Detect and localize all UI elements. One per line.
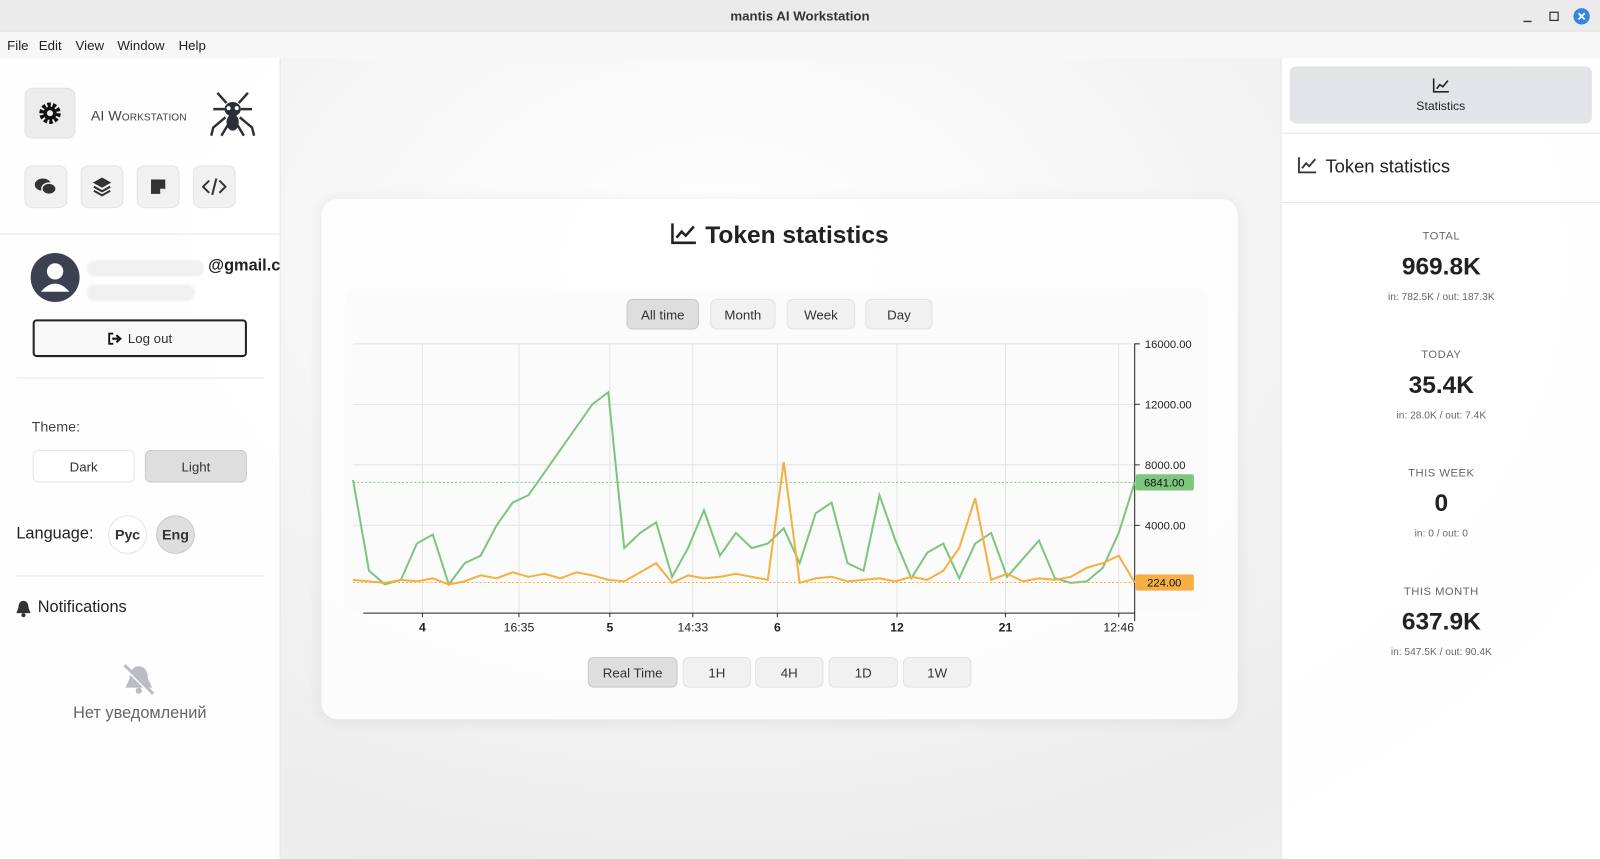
stat-detail: in: 782.5K / out: 187.3K bbox=[1387, 291, 1495, 303]
card-title-wrap: Token statistics bbox=[321, 221, 1237, 250]
range-button[interactable]: Week bbox=[786, 298, 856, 330]
menu-item[interactable]: Window bbox=[117, 37, 165, 54]
last-value-label: 6841.00 bbox=[1144, 477, 1185, 489]
menu-item[interactable]: Help bbox=[178, 37, 206, 54]
menu-bar: File Edit View Window Help bbox=[0, 31, 1600, 59]
stat-value: 35.4K bbox=[1408, 371, 1474, 399]
blurred-name bbox=[86, 260, 205, 277]
range-button[interactable]: Month bbox=[710, 298, 776, 330]
settings-button[interactable] bbox=[24, 87, 76, 139]
stat-value: 0 bbox=[1434, 489, 1449, 518]
interval-button[interactable]: Real Time bbox=[587, 657, 678, 688]
stat-detail: in: 28.0K / out: 7.4K bbox=[1396, 410, 1487, 422]
x-tick-label: 6 bbox=[774, 621, 781, 635]
code-button[interactable] bbox=[192, 165, 236, 209]
bell-off-icon bbox=[123, 664, 155, 696]
token-chart: 16000.00 12000.00 8000.00 4000.00 4 16:35 5 14:… bbox=[352, 339, 1194, 635]
x-tick-label: 12:46 bbox=[1103, 621, 1134, 635]
avatar bbox=[30, 253, 80, 302]
logout-button[interactable]: Log out bbox=[32, 319, 247, 358]
last-value-tag bbox=[1135, 474, 1194, 491]
notifications-empty: Нет уведомлений bbox=[73, 704, 207, 723]
stat-label: THIS MONTH bbox=[1403, 585, 1479, 598]
theme-label: Theme: bbox=[31, 418, 81, 435]
bell-icon bbox=[16, 600, 31, 618]
chat-button[interactable] bbox=[24, 165, 68, 209]
range-button[interactable]: All time bbox=[626, 298, 699, 330]
last-value-label: 224.00 bbox=[1147, 578, 1181, 590]
x-tick-label: 12 bbox=[890, 621, 904, 635]
panel-title: Token statistics bbox=[1325, 156, 1451, 177]
title-bar: mantis AI Workstation bbox=[0, 0, 1600, 32]
blurred-detail bbox=[86, 284, 195, 301]
y-tick-label: 8000.00 bbox=[1145, 460, 1186, 472]
tab-icon bbox=[1432, 78, 1449, 93]
x-tick-label: 5 bbox=[606, 621, 613, 635]
stat-value: 969.8K bbox=[1401, 253, 1481, 281]
email: @gmail.c bbox=[208, 257, 281, 275]
lang-en[interactable]: Eng bbox=[156, 515, 195, 554]
theme-light[interactable]: Light bbox=[144, 449, 247, 483]
menu-item[interactable]: View bbox=[75, 37, 105, 54]
chart-icon bbox=[671, 223, 697, 245]
chart-panel bbox=[344, 288, 1208, 613]
layers-button[interactable] bbox=[80, 165, 124, 209]
x-tick-label: 14:33 bbox=[678, 621, 709, 635]
notes-button[interactable] bbox=[136, 165, 180, 209]
range-button[interactable]: Day bbox=[865, 298, 933, 330]
interval-button[interactable]: 1D bbox=[828, 657, 898, 688]
series-line bbox=[352, 461, 1136, 586]
logo bbox=[210, 92, 256, 137]
menu-item[interactable]: File bbox=[7, 37, 29, 54]
window-controls[interactable] bbox=[1518, 8, 1596, 26]
x-tick-label: 4 bbox=[419, 621, 426, 635]
window-title: mantis AI Workstation bbox=[730, 8, 870, 24]
stat-detail: in: 0 / out: 0 bbox=[1414, 528, 1468, 540]
x-tick-label: 21 bbox=[999, 621, 1013, 635]
series-line bbox=[352, 390, 1136, 587]
language-label: Language: bbox=[16, 525, 94, 543]
interval-button[interactable]: 1H bbox=[682, 657, 752, 688]
x-tick-label: 16:35 bbox=[504, 621, 535, 635]
y-tick-label: 12000.00 bbox=[1145, 399, 1192, 411]
y-tick-label: 4000.00 bbox=[1145, 520, 1186, 532]
notifications-title: Notifications bbox=[37, 598, 127, 617]
title-icon bbox=[1298, 157, 1317, 174]
interval-button[interactable]: 4H bbox=[755, 657, 824, 688]
theme-dark[interactable]: Dark bbox=[32, 449, 135, 483]
sidebar: AI Workstation @gmail.c Log out Theme: D… bbox=[0, 58, 281, 859]
interval-button[interactable]: 1W bbox=[903, 657, 972, 688]
y-tick-label: 16000.00 bbox=[1145, 339, 1192, 351]
stat-value: 637.9K bbox=[1401, 608, 1481, 636]
brand: AI Workstation bbox=[90, 107, 187, 124]
tab-label: Statistics bbox=[1416, 98, 1466, 114]
stat-label: THIS WEEK bbox=[1408, 467, 1475, 480]
stat-detail: in: 547.5K / out: 90.4K bbox=[1390, 646, 1492, 659]
logout-label: Log out bbox=[127, 330, 173, 346]
last-value-tag bbox=[1135, 574, 1194, 591]
lang-ru[interactable]: Рус bbox=[108, 515, 147, 554]
card-title: Token statistics bbox=[705, 221, 889, 249]
stats-card: Token statistics All time Month Week Day… bbox=[321, 198, 1238, 720]
menu-item[interactable]: Edit bbox=[38, 37, 62, 54]
stat-label: TODAY bbox=[1421, 348, 1462, 362]
statistics-tab[interactable]: Statistics bbox=[1289, 66, 1592, 124]
right-panel: Statistics Token statistics TOTAL 969.8K i… bbox=[1280, 58, 1600, 859]
stat-label: TOTAL bbox=[1422, 230, 1461, 243]
